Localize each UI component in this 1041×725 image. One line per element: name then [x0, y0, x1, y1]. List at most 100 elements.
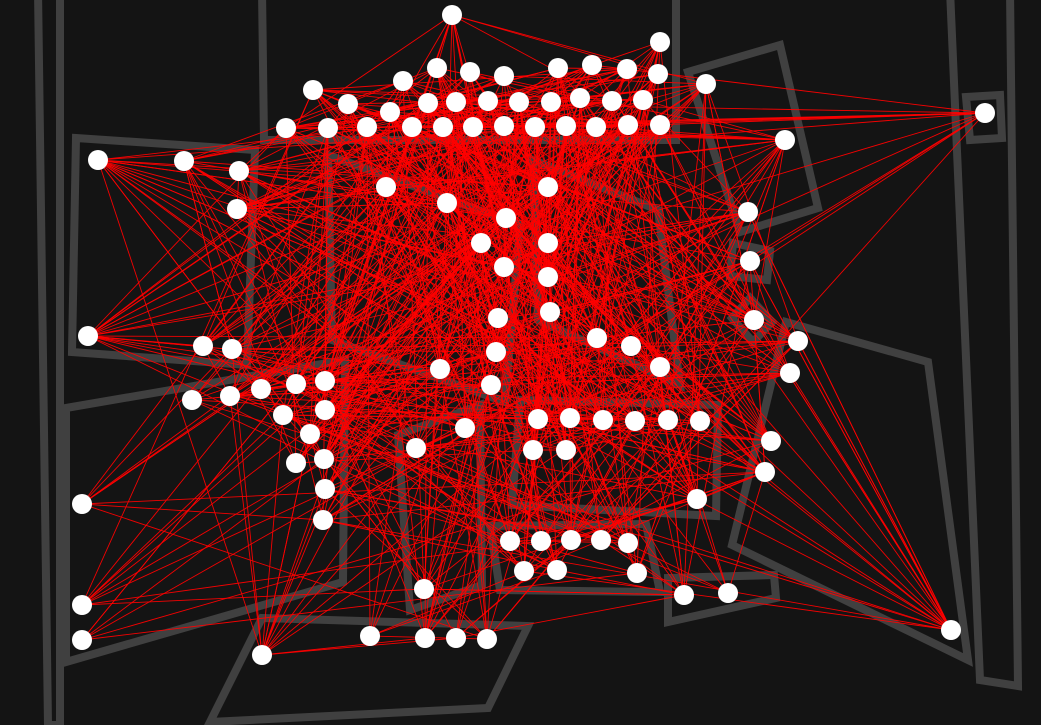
graph-edge	[97, 159, 441, 370]
graph-edge	[451, 14, 539, 420]
graph-node	[528, 409, 548, 429]
graph-edge	[231, 348, 729, 594]
graph-edge	[183, 160, 952, 631]
graph-edge	[537, 124, 661, 420]
graph-edge	[231, 348, 567, 451]
graph-edge	[540, 420, 636, 542]
graph-node	[755, 462, 775, 482]
graph-node	[541, 92, 561, 112]
graph-edge	[497, 126, 597, 319]
graph-node	[650, 357, 670, 377]
graph-edge	[236, 208, 549, 244]
graph-edge	[547, 211, 749, 278]
graph-node	[72, 630, 92, 650]
graph-node	[300, 424, 320, 444]
graph-node	[193, 336, 213, 356]
graph-edge	[630, 345, 685, 596]
graph-edge	[436, 67, 549, 188]
graph-edge	[366, 126, 729, 594]
graph-edge	[236, 208, 466, 429]
graph-edge	[81, 211, 749, 606]
graph-node	[286, 453, 306, 473]
graph-edge	[202, 97, 581, 347]
graph-edge	[97, 159, 685, 596]
graph-node	[556, 116, 576, 136]
graph-node	[414, 579, 434, 599]
graph-edge	[600, 319, 755, 541]
graph-node	[446, 628, 466, 648]
region-outline-2	[258, 0, 680, 144]
graph-node	[548, 58, 568, 78]
graph-node	[586, 117, 606, 137]
graph-node	[560, 408, 580, 428]
graph-edge	[87, 335, 441, 370]
graph-edge	[591, 64, 952, 631]
graph-node	[690, 411, 710, 431]
graph-node	[780, 363, 800, 383]
graph-edge	[97, 159, 505, 268]
graph-edge	[385, 186, 497, 353]
graph-edge	[260, 388, 488, 640]
graph-edge	[285, 127, 297, 464]
graph-edge	[667, 139, 786, 421]
graph-edge	[347, 103, 441, 370]
graph-edge	[295, 260, 751, 385]
graph-edge	[424, 384, 492, 639]
graph-node	[380, 102, 400, 122]
graph-edge	[229, 372, 791, 397]
graph-edge	[324, 380, 492, 386]
graph-node	[222, 339, 242, 359]
graph-edge	[696, 471, 766, 500]
graph-node	[582, 55, 602, 75]
graph-edge	[547, 242, 598, 339]
graph-edge	[547, 186, 701, 422]
graph-edge	[659, 83, 707, 126]
graph-edge	[87, 335, 669, 421]
graph-edge	[81, 572, 638, 641]
graph-node	[313, 510, 333, 530]
graph-node	[338, 94, 358, 114]
graph-edge	[503, 186, 549, 268]
graph-node	[357, 117, 377, 137]
graph-node	[761, 431, 781, 451]
graph-node	[975, 103, 995, 123]
graph-edge	[97, 159, 425, 590]
graph-edge	[97, 159, 629, 544]
graph-edge	[423, 588, 685, 596]
graph-node	[488, 308, 508, 328]
graph-edge	[705, 83, 755, 321]
graph-edge	[238, 127, 287, 172]
graph-edge	[324, 409, 525, 572]
graph-edge	[81, 503, 488, 640]
graph-edge	[550, 68, 628, 103]
region-outline-13	[485, 519, 665, 597]
graph-edge	[236, 208, 525, 572]
graph-edge	[789, 372, 952, 631]
graph-edge	[565, 125, 749, 213]
graph-edge	[285, 127, 551, 313]
graph-node	[471, 233, 491, 253]
graph-node	[687, 489, 707, 509]
graph-edge	[324, 139, 786, 382]
graph-edge	[550, 101, 772, 442]
graph-edge	[427, 102, 558, 571]
graph-edge	[183, 160, 425, 590]
graph-edge	[595, 126, 629, 544]
graph-edge	[309, 372, 791, 435]
graph-edge	[322, 260, 751, 521]
graph-edge	[202, 345, 262, 390]
graph-edge	[366, 126, 511, 542]
graph-edge	[727, 471, 766, 594]
graph-node	[227, 199, 247, 219]
graph-edge	[229, 14, 453, 397]
graph-edge	[497, 317, 661, 368]
graph-node	[182, 390, 202, 410]
graph-edge	[236, 208, 669, 421]
graph-edge	[87, 67, 438, 337]
graph-edge	[487, 100, 636, 422]
graph-node	[650, 32, 670, 52]
graph-edge	[81, 588, 425, 606]
graph-edge	[260, 100, 489, 390]
graph-node	[88, 150, 108, 170]
graph-node	[286, 374, 306, 394]
